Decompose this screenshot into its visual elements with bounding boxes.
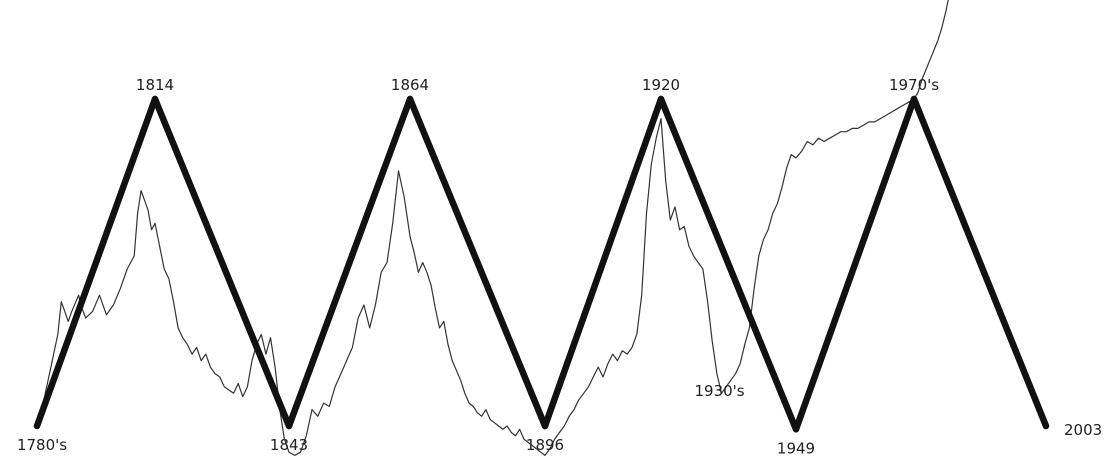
cycle-segment-1864-1896: [406, 95, 549, 430]
price-index-line: [36, 0, 949, 456]
label-1780s: 1780's: [17, 436, 67, 454]
label-1814: 1814: [136, 76, 174, 94]
cycle-segment-1920-1949: [657, 95, 800, 433]
long-wave-series: [33, 95, 1050, 433]
cycle-segment-1814-1843: [151, 95, 293, 430]
label-1864: 1864: [391, 76, 429, 94]
cycle-segment-1970-2003: [910, 95, 1050, 430]
label-1930s: 1930's: [694, 382, 744, 400]
label-1970s: 1970's: [889, 76, 939, 94]
price-index-series: [36, 0, 949, 456]
label-1843: 1843: [270, 436, 308, 454]
cycle-segment-1949-1970: [792, 95, 918, 433]
label-1949: 1949: [777, 439, 815, 457]
label-1920: 1920: [642, 76, 680, 94]
label-1896: 1896: [526, 436, 564, 454]
cycle-segment-1780-1814: [33, 95, 159, 430]
label-2003: 2003: [1064, 421, 1102, 439]
cycle-segment-1896-1920: [541, 95, 665, 430]
cycle-segment-1843-1864: [285, 95, 414, 430]
labels: 1780's 1814 1843 1864 1896 1920 1949 1970's 2003…: [17, 76, 1102, 457]
